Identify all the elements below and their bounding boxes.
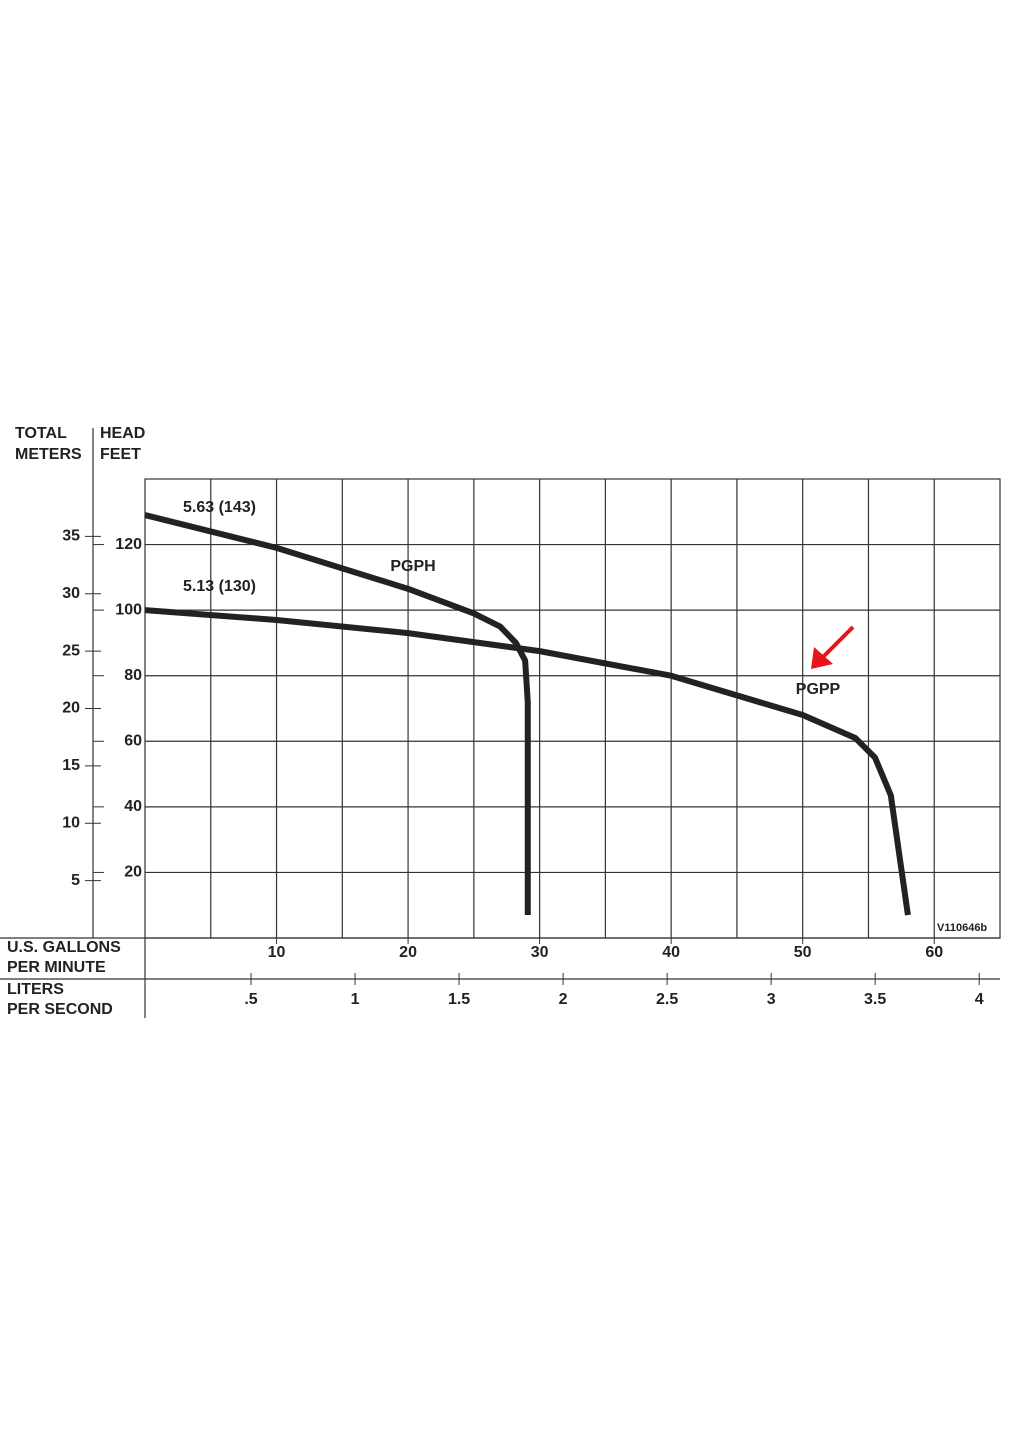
y-tick-label: 100 [115,601,142,618]
y-tick-label: 20 [124,864,142,881]
axis-title: PER MINUTE [7,959,106,976]
y-tick-label: 60 [124,733,142,750]
y-tick-label: 40 [124,798,142,815]
series-label: PGPH [390,558,435,575]
arrow-head [811,647,833,669]
arrow [811,625,855,669]
x-tick-label: 50 [794,944,812,961]
x2-tick-label: 1.5 [448,991,470,1008]
x2-tick-label: 3 [767,991,776,1008]
y2-tick-label: 15 [62,757,80,774]
axis-title: TOTAL [15,425,67,442]
y2-tick-label: 35 [62,528,80,545]
y2-tick-label: 10 [62,814,80,831]
curve [144,607,911,916]
arrow-shaft [820,625,855,660]
y-tick-label: 120 [115,536,142,553]
axis-title: LITERS [7,981,64,998]
axis-title: FEET [100,446,141,463]
y2-tick-label: 5 [71,872,80,889]
y-tick-label: 80 [124,667,142,684]
series-label: PGPP [796,681,841,698]
x2-tick-label: 4 [975,991,984,1008]
x2-tick-label: 2.5 [656,991,678,1008]
x-tick-label: 30 [531,944,549,961]
y2-tick-label: 20 [62,700,80,717]
annotation: 5.13 (130) [183,578,256,595]
plot-frame [144,478,1001,939]
y2-tick-label: 30 [62,585,80,602]
x2-tick-label: 3.5 [864,991,886,1008]
y2-tick-label: 25 [62,642,80,659]
x2-tick-label: .5 [244,991,257,1008]
x-tick-label: 10 [268,944,286,961]
x-tick-label: 20 [399,944,417,961]
axis-title: METERS [15,446,82,463]
axis-title: PER SECOND [7,1001,113,1018]
x2-tick-label: 2 [559,991,568,1008]
curve [144,512,531,916]
axis-title: U.S. GALLONS [7,939,121,956]
axis-title: HEAD [100,425,145,442]
annotation: V110646b [937,922,987,934]
annotation: 5.63 (143) [183,499,256,516]
x-tick-label: 60 [925,944,943,961]
x-tick-label: 40 [662,944,680,961]
x2-tick-label: 1 [351,991,360,1008]
